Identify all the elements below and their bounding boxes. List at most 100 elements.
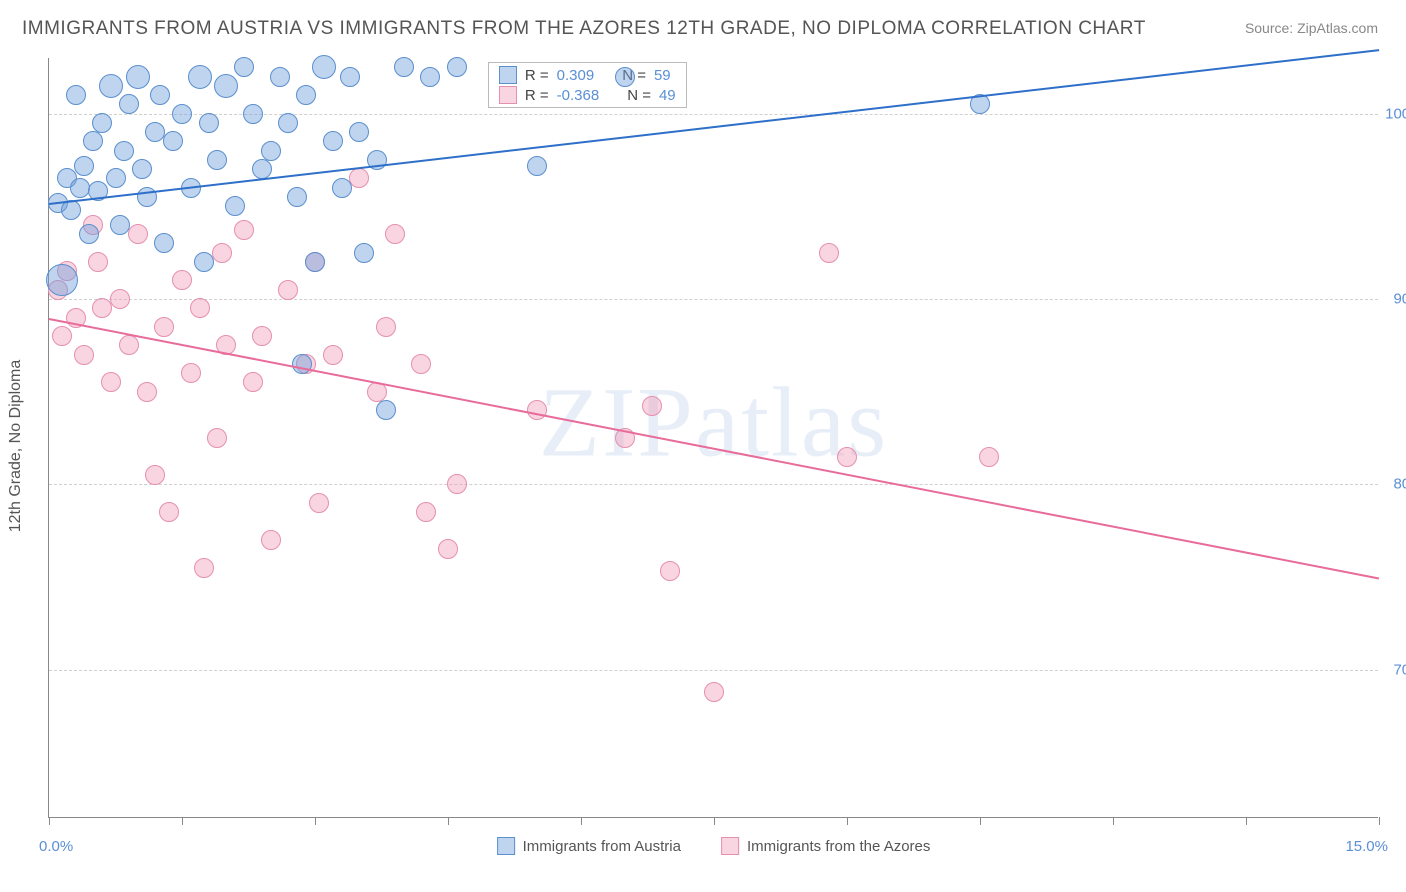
point-a	[150, 85, 170, 105]
y-tick-label: 100.0%	[1385, 105, 1406, 122]
point-a	[354, 243, 374, 263]
point-b	[154, 317, 174, 337]
point-b	[642, 396, 662, 416]
point-a	[194, 252, 214, 272]
chart-title: IMMIGRANTS FROM AUSTRIA VS IMMIGRANTS FR…	[22, 18, 1146, 40]
legend-label-a: Immigrants from Austria	[523, 838, 681, 855]
x-tick	[1113, 817, 1114, 825]
swatch-b-icon	[721, 837, 739, 855]
point-a	[323, 131, 343, 151]
gridline	[49, 299, 1378, 300]
point-b	[234, 220, 254, 240]
point-a	[99, 74, 123, 98]
y-tick-label: 70.0%	[1393, 661, 1406, 678]
point-a	[340, 67, 360, 87]
stats-legend-box: R = 0.309 N = 59 R = -0.368 N = 49	[488, 62, 687, 108]
point-b	[385, 224, 405, 244]
x-tick	[448, 817, 449, 825]
point-a	[163, 131, 183, 151]
source-label: Source: ZipAtlas.com	[1245, 20, 1378, 36]
stats-n-label: N =	[627, 87, 651, 104]
trendline-b	[49, 318, 1379, 579]
point-b	[159, 502, 179, 522]
point-a	[394, 57, 414, 77]
plot-area: ZIPatlas R = 0.309 N = 59 R = -0.368 N =…	[48, 58, 1378, 818]
point-a	[92, 113, 112, 133]
stats-a-r: 0.309	[557, 67, 595, 84]
point-a	[305, 252, 325, 272]
point-a	[214, 74, 238, 98]
point-b	[52, 326, 72, 346]
point-b	[190, 298, 210, 318]
x-min-label: 0.0%	[39, 838, 73, 855]
point-a	[83, 131, 103, 151]
point-a	[154, 233, 174, 253]
point-b	[819, 243, 839, 263]
point-a	[615, 67, 635, 87]
point-b	[416, 502, 436, 522]
y-tick-label: 80.0%	[1393, 476, 1406, 493]
legend-item-b: Immigrants from the Azores	[721, 837, 930, 855]
point-b	[309, 493, 329, 513]
point-b	[704, 682, 724, 702]
point-b	[74, 345, 94, 365]
point-b	[212, 243, 232, 263]
point-a	[74, 156, 94, 176]
stats-r-label: R =	[525, 67, 549, 84]
point-b	[252, 326, 272, 346]
point-a	[270, 67, 290, 87]
point-a	[114, 141, 134, 161]
point-a	[447, 57, 467, 77]
point-b	[527, 400, 547, 420]
swatch-a-icon	[497, 837, 515, 855]
point-a	[106, 168, 126, 188]
x-tick	[315, 817, 316, 825]
gridline	[49, 670, 1378, 671]
point-b	[979, 447, 999, 467]
bottom-legend: Immigrants from Austria Immigrants from …	[497, 837, 931, 855]
stats-row-b: R = -0.368 N = 49	[489, 85, 686, 105]
point-a	[296, 85, 316, 105]
point-a	[225, 196, 245, 216]
point-a	[252, 159, 272, 179]
point-a	[349, 122, 369, 142]
x-tick	[49, 817, 50, 825]
point-b	[376, 317, 396, 337]
y-tick-label: 90.0%	[1393, 290, 1406, 307]
point-a	[70, 178, 90, 198]
point-b	[137, 382, 157, 402]
point-a	[119, 94, 139, 114]
point-b	[145, 465, 165, 485]
gridline	[49, 484, 1378, 485]
y-axis-title: 12th Grade, No Diploma	[7, 360, 25, 533]
point-a	[132, 159, 152, 179]
watermark-text: ZIPatlas	[539, 365, 888, 480]
point-a	[312, 55, 336, 79]
point-a	[199, 113, 219, 133]
point-a	[527, 156, 547, 176]
point-b	[278, 280, 298, 300]
point-a	[110, 215, 130, 235]
point-a	[420, 67, 440, 87]
point-a	[46, 264, 78, 296]
point-b	[243, 372, 263, 392]
stats-r-label: R =	[525, 87, 549, 104]
point-a	[234, 57, 254, 77]
point-a	[287, 187, 307, 207]
point-b	[323, 345, 343, 365]
x-tick	[182, 817, 183, 825]
point-a	[126, 65, 150, 89]
point-a	[188, 65, 212, 89]
point-a	[207, 150, 227, 170]
legend-item-a: Immigrants from Austria	[497, 837, 681, 855]
point-b	[194, 558, 214, 578]
legend-label-b: Immigrants from the Azores	[747, 838, 930, 855]
point-b	[447, 474, 467, 494]
point-a	[278, 113, 298, 133]
swatch-b-icon	[499, 86, 517, 104]
point-a	[79, 224, 99, 244]
point-a	[332, 178, 352, 198]
point-b	[837, 447, 857, 467]
point-b	[349, 168, 369, 188]
x-tick	[847, 817, 848, 825]
